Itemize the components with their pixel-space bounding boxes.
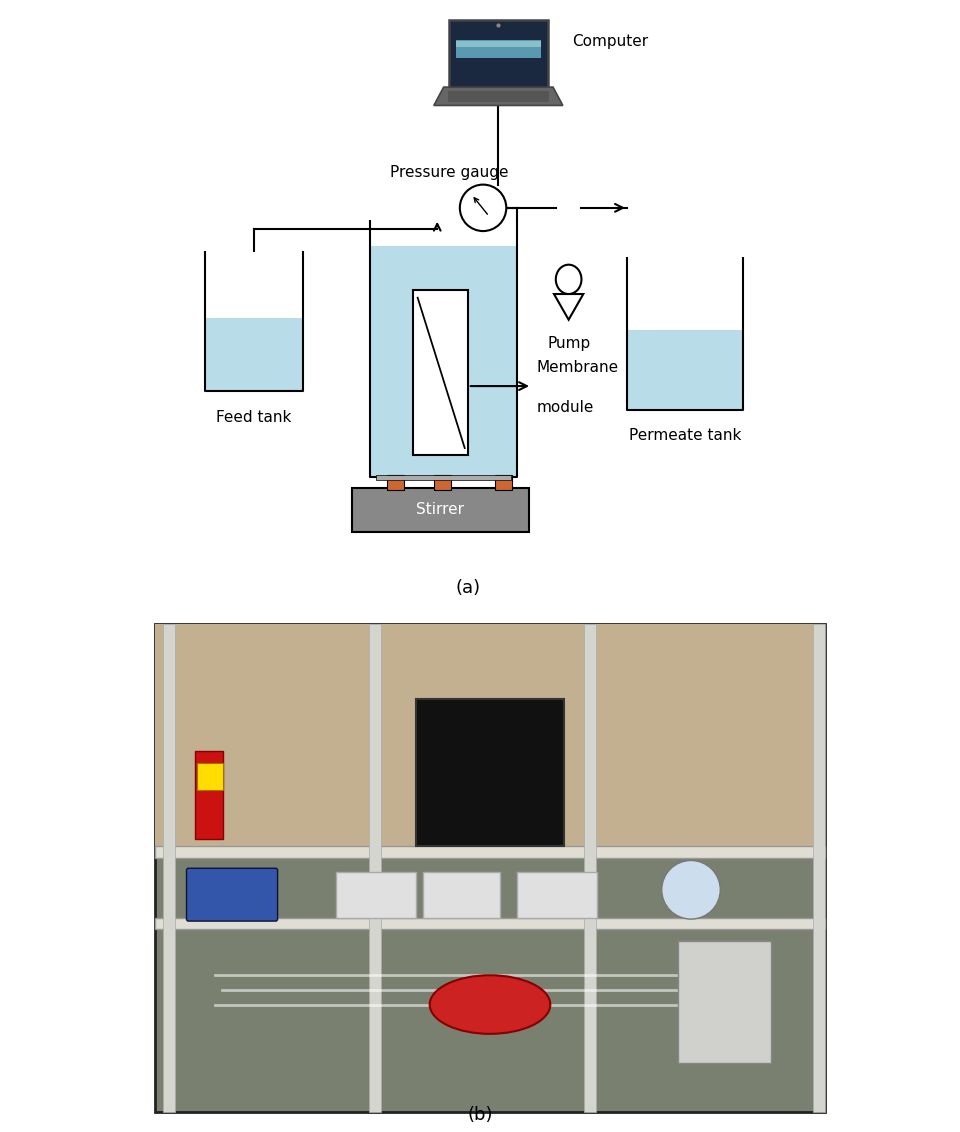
Text: Membrane: Membrane xyxy=(537,360,618,375)
Bar xyxy=(387,475,404,490)
Bar xyxy=(155,624,825,858)
Bar xyxy=(197,763,223,790)
Bar xyxy=(584,624,596,1112)
Bar xyxy=(336,872,417,918)
Bar xyxy=(516,872,597,918)
Bar xyxy=(370,246,516,477)
FancyBboxPatch shape xyxy=(186,868,277,921)
Text: Computer: Computer xyxy=(572,34,648,49)
Bar xyxy=(423,872,500,918)
Ellipse shape xyxy=(430,976,550,1034)
Polygon shape xyxy=(434,87,563,105)
Bar xyxy=(376,475,511,480)
Text: Pump: Pump xyxy=(547,336,590,351)
Bar xyxy=(456,41,540,58)
Bar xyxy=(370,624,381,1112)
Bar xyxy=(678,941,772,1063)
Bar xyxy=(195,751,224,839)
Bar xyxy=(155,624,825,1112)
Text: Feed tank: Feed tank xyxy=(216,410,292,424)
Text: module: module xyxy=(537,400,593,414)
Bar xyxy=(163,624,175,1112)
Bar xyxy=(351,488,529,532)
Circle shape xyxy=(661,860,720,919)
Bar xyxy=(627,331,743,410)
Text: Permeate tank: Permeate tank xyxy=(629,428,741,443)
Bar xyxy=(448,91,549,102)
FancyBboxPatch shape xyxy=(448,20,548,89)
Ellipse shape xyxy=(556,265,582,294)
Bar xyxy=(204,318,302,392)
Bar xyxy=(417,700,564,846)
Text: Stirrer: Stirrer xyxy=(417,503,465,517)
Bar xyxy=(813,624,825,1112)
Bar xyxy=(456,41,540,48)
Text: (a): (a) xyxy=(455,580,480,597)
Bar xyxy=(434,475,451,490)
Bar xyxy=(495,475,513,490)
Text: (b): (b) xyxy=(468,1106,492,1124)
Bar xyxy=(155,846,825,858)
Polygon shape xyxy=(554,294,584,319)
Bar xyxy=(413,290,468,455)
Circle shape xyxy=(460,185,506,231)
Bar xyxy=(155,918,825,929)
Text: Pressure gauge: Pressure gauge xyxy=(390,165,509,180)
